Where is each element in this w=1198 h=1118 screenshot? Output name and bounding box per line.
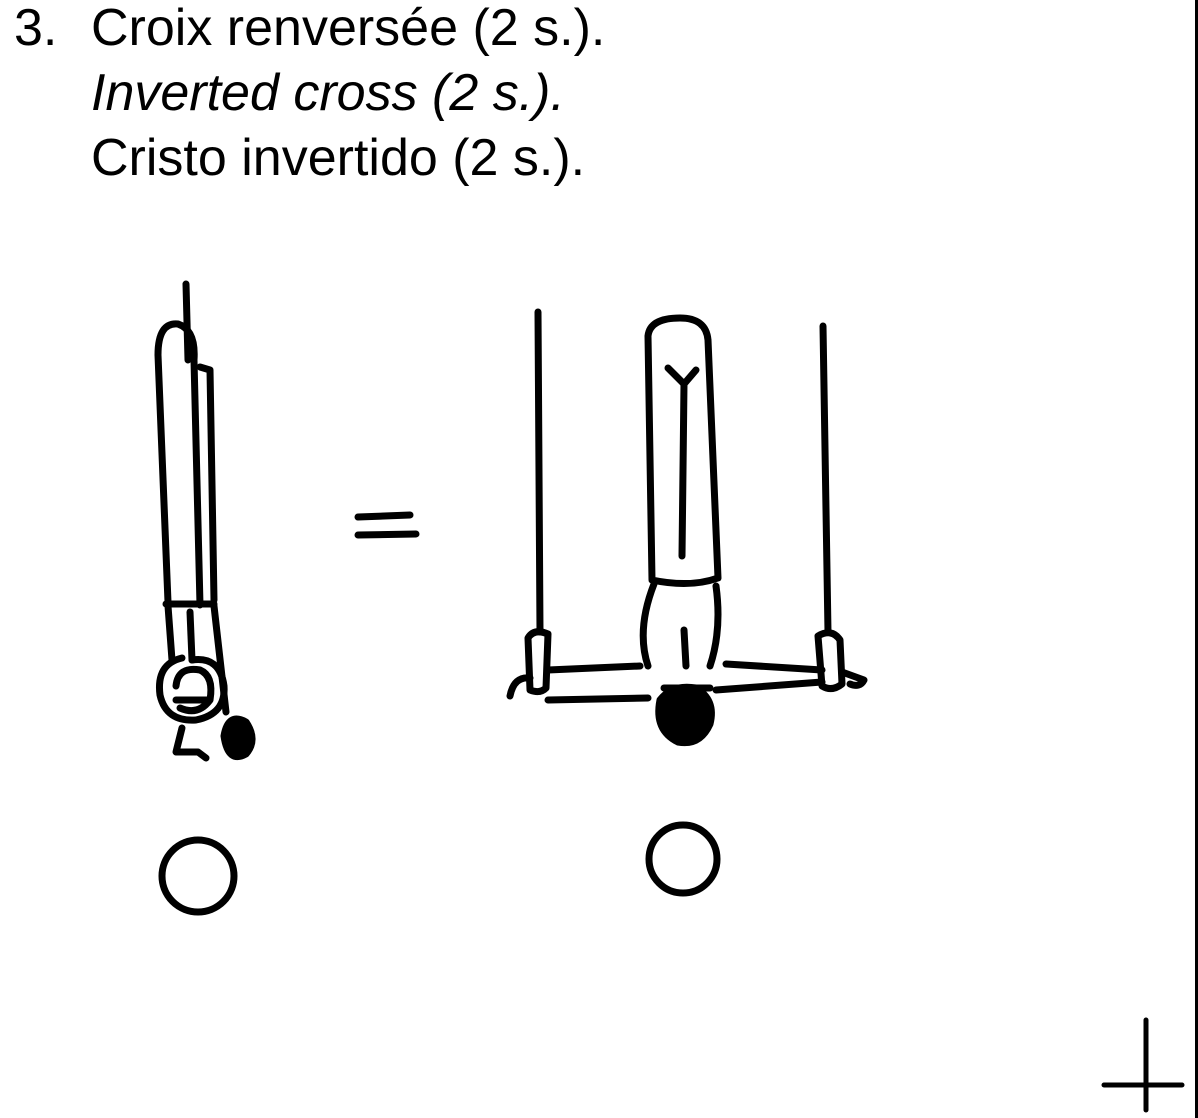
equals-sign <box>354 511 420 539</box>
circle-marker-right <box>645 821 721 897</box>
page-edge-line <box>1195 0 1198 1118</box>
circle-marker-left <box>158 836 238 916</box>
element-number: 3. <box>14 0 58 57</box>
corner-plus-mark <box>1101 1017 1185 1113</box>
element-name-english: Inverted cross (2 s.). <box>91 64 565 122</box>
gymnast-front-view <box>506 308 868 747</box>
element-name-french: Croix renversée (2 s.). <box>91 0 606 57</box>
gymnast-side-view <box>154 280 256 762</box>
element-name-spanish: Cristo invertido (2 s.). <box>91 129 586 187</box>
